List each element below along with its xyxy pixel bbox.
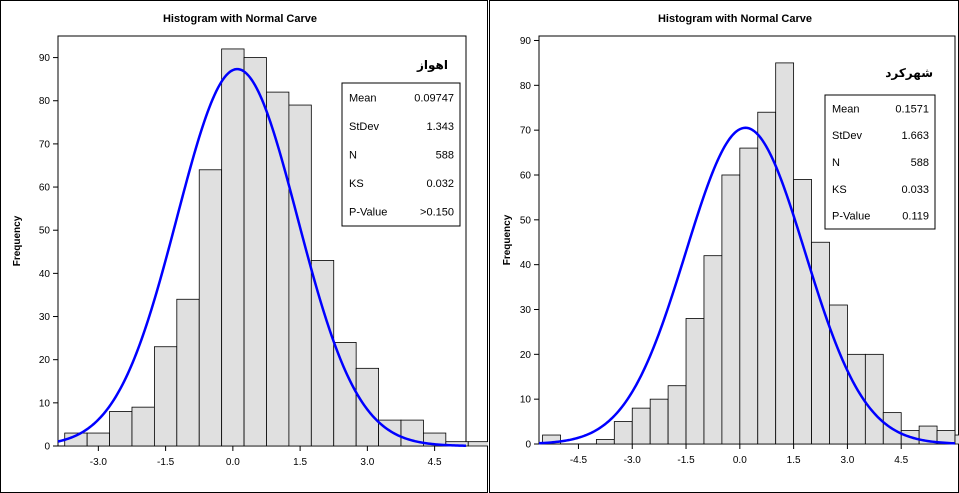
y-tick-label: 70 <box>520 126 532 137</box>
histogram-bar <box>176 298 200 447</box>
histogram-bar <box>829 304 848 445</box>
y-tick-label: 0 <box>44 442 50 453</box>
x-tick-label: 0.0 <box>733 455 747 466</box>
stat-label: KS <box>349 178 364 190</box>
x-tick-label: -1.5 <box>157 457 175 468</box>
histogram-bar <box>864 353 884 445</box>
stat-label: N <box>349 150 357 162</box>
y-tick-label: 90 <box>39 53 51 64</box>
y-tick-label: 30 <box>520 305 532 316</box>
y-tick-label: 50 <box>520 215 532 226</box>
y-axis-label: Frequency <box>12 215 23 266</box>
stat-value: 0.032 <box>426 178 454 190</box>
panel-city-label: اهواز <box>416 58 448 73</box>
stat-value: 0.1571 <box>895 103 929 115</box>
panel-city-label: شهرکرد <box>885 66 933 80</box>
y-tick-label: 10 <box>39 398 51 409</box>
histogram-bar <box>86 432 110 447</box>
stats-box <box>824 94 936 230</box>
y-tick-label: 0 <box>525 440 531 451</box>
histogram-bar <box>109 411 133 447</box>
x-tick-label: 1.5 <box>787 455 801 466</box>
histogram-chart-left: Histogram with Normal Carve 0 10 20 30 40 50 60… <box>0 0 488 493</box>
x-tick-label: -1.5 <box>677 455 695 466</box>
histogram-bar <box>631 407 651 445</box>
stat-value: 0.033 <box>901 184 929 196</box>
stat-value: 0.119 <box>902 211 929 223</box>
stat-value: 588 <box>911 157 929 169</box>
stat-label: P-Value <box>349 207 387 219</box>
histogram-bar <box>467 441 488 447</box>
stat-label: P-Value <box>832 211 870 223</box>
x-tick-label: 0.0 <box>226 457 240 468</box>
stat-value: >0.150 <box>420 207 454 219</box>
histogram-chart-right: Histogram with Normal Carve 0 10 20 30 40 50 60… <box>489 0 959 493</box>
stat-label: Mean <box>349 92 377 104</box>
stat-value: 1.343 <box>426 121 454 133</box>
histogram-bar <box>355 367 379 447</box>
stat-label: StDev <box>832 130 862 142</box>
y-tick-label: 20 <box>520 350 532 361</box>
histogram-bar <box>739 147 759 445</box>
histogram-bar <box>542 434 561 445</box>
stat-value: 0.09747 <box>414 92 454 104</box>
stat-value: 588 <box>436 150 454 162</box>
x-tick-label: 1.5 <box>293 457 307 468</box>
histogram-panel-right: Histogram with Normal Carve 0 10 20 30 40 50 60… <box>489 0 959 493</box>
y-tick-label: 80 <box>520 81 532 92</box>
histogram-bar <box>811 241 830 445</box>
x-tick-label: 3.0 <box>360 457 374 468</box>
histogram-bar <box>775 62 795 445</box>
histogram-bar <box>288 104 312 447</box>
stats-box <box>341 82 461 227</box>
x-tick-label: -3.0 <box>624 455 642 466</box>
histogram-bar <box>131 406 155 447</box>
x-tick-label: 3.0 <box>840 455 854 466</box>
histogram-bar <box>649 398 669 445</box>
histogram-bar <box>243 57 267 447</box>
histogram-bar <box>954 434 959 445</box>
histogram-panel-left: Histogram with Normal Carve 0 10 20 30 40 50 60… <box>0 0 488 493</box>
histogram-bar <box>595 439 615 445</box>
histogram-bar <box>685 318 705 445</box>
chart-title: Histogram with Normal Carve <box>658 13 812 25</box>
y-tick-label: 40 <box>39 269 51 280</box>
y-tick-label: 70 <box>39 139 51 150</box>
histogram-bar <box>793 179 812 445</box>
y-tick-label: 80 <box>39 96 51 107</box>
y-tick-label: 40 <box>520 260 532 271</box>
histogram-bar <box>221 48 245 447</box>
stat-label: N <box>832 157 840 169</box>
histogram-bar <box>613 421 633 445</box>
x-tick-label: 4.5 <box>894 455 908 466</box>
stat-label: StDev <box>349 121 379 133</box>
y-tick-label: 20 <box>39 355 51 366</box>
normal-curve <box>57 67 467 447</box>
y-tick-label: 30 <box>39 312 51 323</box>
histogram-bar <box>198 169 223 447</box>
y-tick-label: 50 <box>39 226 51 237</box>
histogram-bar <box>310 260 335 447</box>
y-axis-label: Frequency <box>502 214 513 265</box>
chart-title: Histogram with Normal Carve <box>163 13 317 25</box>
stat-label: Mean <box>832 103 860 115</box>
histogram-bar <box>667 385 687 445</box>
y-tick-label: 60 <box>39 183 51 194</box>
y-tick-label: 60 <box>520 170 532 181</box>
histogram-bar <box>333 342 357 447</box>
stat-value: 1.663 <box>901 130 929 142</box>
x-tick-label: -4.5 <box>570 455 588 466</box>
x-tick-label: -3.0 <box>90 457 108 468</box>
stat-label: KS <box>832 184 847 196</box>
histogram-bar <box>721 174 741 445</box>
y-tick-label: 90 <box>520 36 532 47</box>
x-tick-label: 4.5 <box>428 457 442 468</box>
histogram-bar <box>153 346 178 447</box>
normal-curve <box>538 126 956 445</box>
y-tick-label: 10 <box>520 395 532 406</box>
histogram-bar <box>703 255 723 445</box>
